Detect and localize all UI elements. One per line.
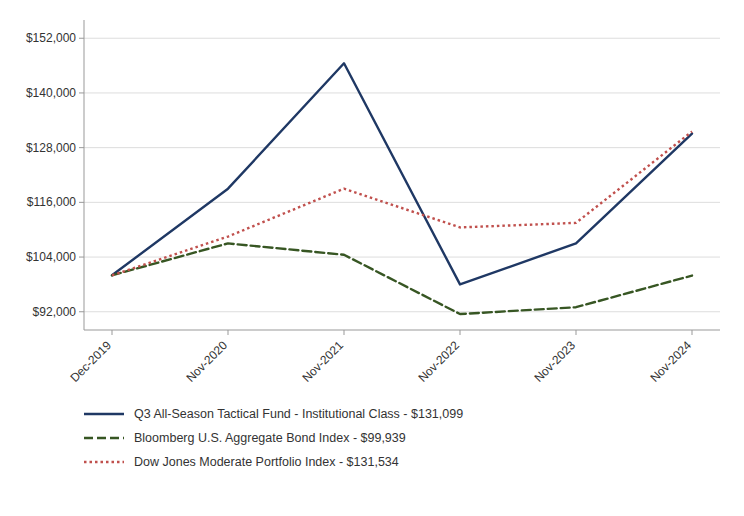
y-tick [79, 311, 84, 312]
plot-lines [112, 63, 692, 314]
y-tick [79, 147, 84, 148]
x-tick [460, 330, 461, 335]
x-tick [576, 330, 577, 335]
y-tick-label: $104,000 [26, 250, 76, 264]
series-line [112, 132, 692, 276]
legend-label: Dow Jones Moderate Portfolio Index - $13… [134, 455, 399, 469]
y-tick-label: $116,000 [27, 195, 76, 209]
legend-swatch [84, 461, 124, 463]
y-tick [79, 257, 84, 258]
chart-container: $92,000 $104,000 $116,000 $128,000 $140,000 $… [0, 0, 744, 516]
legend-swatch [84, 413, 124, 415]
x-tick [344, 330, 345, 335]
y-tick-label: $152,000 [26, 31, 76, 45]
legend-swatch [84, 437, 124, 439]
legend: Q3 All-Season Tactical Fund - Institutio… [84, 407, 463, 469]
legend-label: Bloomberg U.S. Aggregate Bond Index - $9… [134, 431, 406, 445]
y-axis-line [84, 20, 85, 330]
grid-line [84, 38, 720, 39]
y-tick-label: $92,000 [33, 305, 77, 319]
x-tick-label: Nov-2020 [183, 338, 230, 385]
x-tick [692, 330, 693, 335]
grid-line [84, 147, 720, 148]
chart-svg: $92,000 $104,000 $116,000 $128,000 $140,000 $… [0, 0, 744, 516]
y-tick [79, 92, 84, 93]
grid-line [84, 202, 720, 203]
x-axis: Dec-2019 Nov-2020 Nov-2021 Nov-2022 Nov-2023… [67, 330, 694, 385]
x-tick [228, 330, 229, 335]
legend-label: Q3 All-Season Tactical Fund - Institutio… [134, 407, 463, 421]
y-axis: $92,000 $104,000 $116,000 $128,000 $140,000 $… [26, 31, 720, 319]
y-tick-label: $128,000 [26, 141, 76, 155]
grid-line [84, 92, 720, 93]
y-tick [79, 202, 84, 203]
y-tick-label: $140,000 [26, 86, 76, 100]
x-tick-label: Nov-2021 [299, 338, 346, 385]
x-tick-label: Dec-2019 [67, 338, 114, 385]
grid-line [84, 311, 720, 312]
x-tick [112, 330, 113, 335]
x-tick-label: Nov-2024 [647, 338, 694, 385]
x-axis-line [84, 330, 720, 331]
y-tick [79, 38, 84, 39]
x-tick-label: Nov-2022 [415, 338, 462, 385]
series-line [112, 243, 692, 314]
x-tick-label: Nov-2023 [531, 338, 578, 385]
